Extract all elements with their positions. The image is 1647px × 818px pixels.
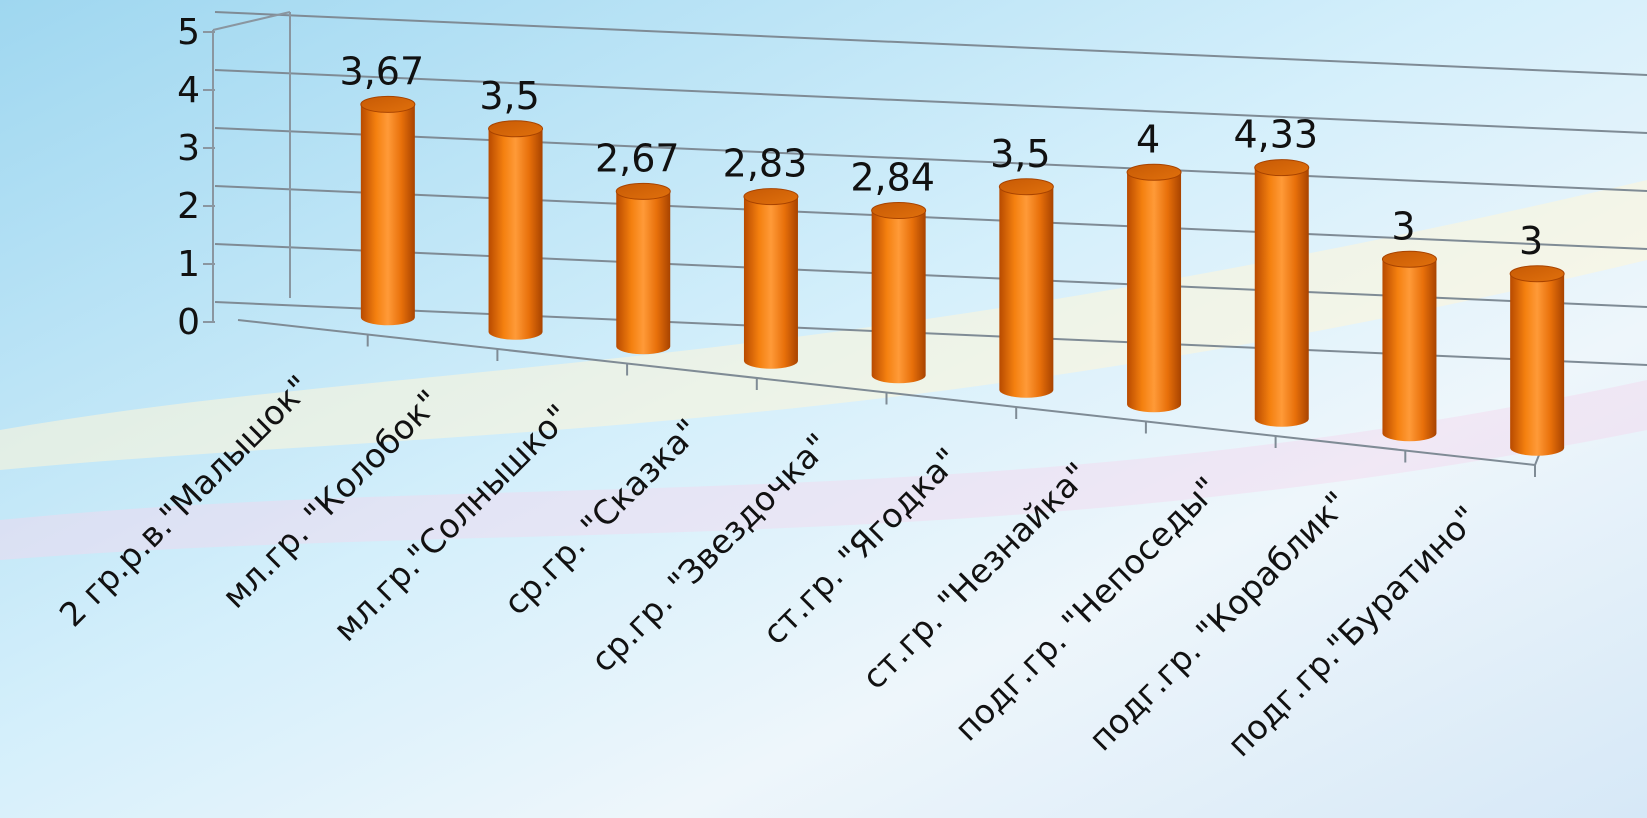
bar[interactable] [998,178,1054,398]
bar-body [360,104,415,326]
bar[interactable] [360,95,416,326]
bar-body [999,186,1054,398]
data-label: 4,33 [1233,113,1318,157]
data-label: 3 [1519,219,1543,263]
bar-top [998,178,1054,196]
bar[interactable] [871,202,927,384]
bar-top [871,202,927,220]
bar-body [1254,167,1309,427]
bar-top [1254,159,1310,177]
data-label: 2,83 [723,142,808,186]
gridline [214,11,1647,76]
bar[interactable] [743,188,799,369]
bar[interactable] [1381,250,1437,442]
bar[interactable] [615,182,671,355]
bar-body [1127,172,1182,413]
bar[interactable] [488,120,544,340]
bar-body [1382,259,1437,442]
y-tick-label: 2 [177,186,200,227]
y-tick-label: 1 [177,244,200,285]
bar-top [1381,250,1437,268]
bar[interactable] [1254,159,1310,427]
data-label: 2,67 [595,136,680,180]
bar[interactable] [1126,163,1182,413]
bar-body [871,210,926,384]
data-label: 4 [1136,117,1160,161]
data-label: 3,5 [479,74,539,118]
wall-edge [212,11,291,31]
bar-body [616,191,671,355]
bar-body [488,128,543,340]
bar-top [488,120,544,138]
gridline [214,127,1647,192]
y-tick-label: 4 [177,70,200,111]
gridline [214,185,1647,250]
y-tick-label: 3 [177,128,200,169]
bar-top [1126,163,1182,181]
background-swoosh [0,380,1647,560]
data-label: 3 [1391,204,1415,248]
data-label: 2,84 [850,156,935,200]
gridline [214,69,1647,134]
bar-top [1509,265,1565,283]
bar-top [743,188,799,206]
bar-body [743,196,798,369]
y-tick-label: 0 [177,302,200,343]
data-label: 3,5 [990,132,1050,176]
bar-top [360,95,416,113]
data-label: 3,67 [340,49,425,93]
background-swoosh [0,180,1647,470]
bar-body [1510,273,1565,456]
bar[interactable] [1509,265,1565,456]
y-tick-label: 5 [177,12,200,53]
bar-top [615,182,671,200]
